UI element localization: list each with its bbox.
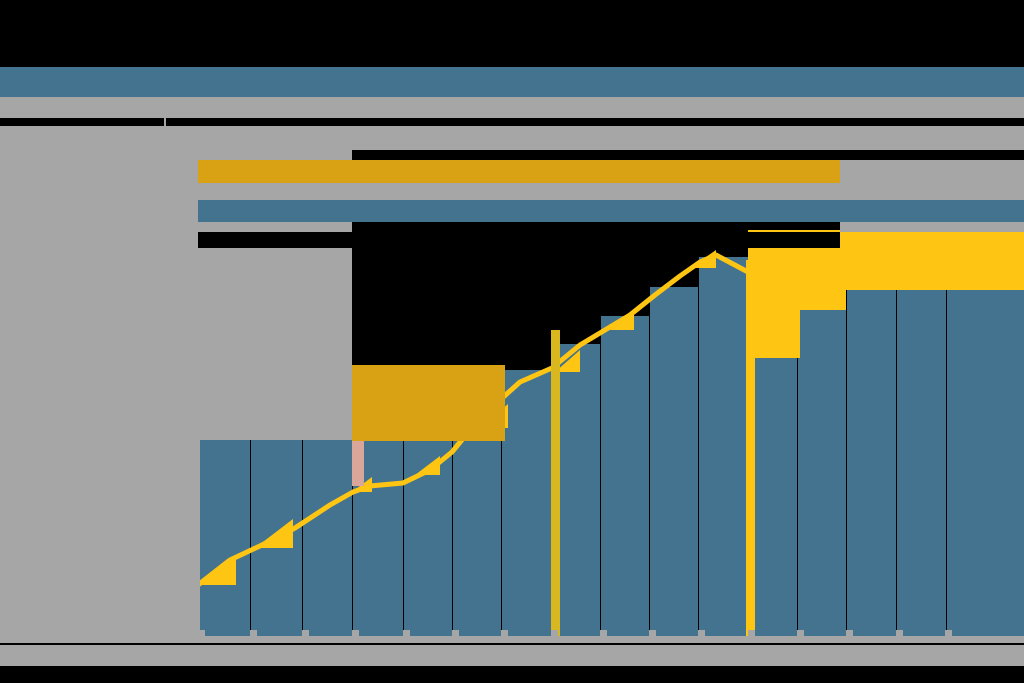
x-tick — [797, 630, 804, 638]
subtitle-text-1 — [0, 97, 1, 98]
pink-marker — [352, 441, 364, 486]
x-tick — [945, 630, 952, 638]
bar-16 — [897, 270, 946, 636]
subtitle-band-2 — [0, 126, 1024, 150]
vertical-divider-1 — [551, 330, 560, 636]
bar-11 — [650, 287, 698, 636]
x-tick — [501, 630, 508, 638]
bar-17 — [947, 270, 1024, 636]
plot-mask-yellow-3 — [800, 268, 846, 310]
x-tick — [748, 630, 755, 638]
bar-8 — [502, 370, 551, 636]
band-tick-1 — [164, 118, 166, 126]
legend-item-2[interactable] — [198, 200, 1024, 222]
vertical-divider-2 — [746, 260, 755, 636]
axis-baseline-strip — [0, 636, 1024, 644]
x-tick — [403, 630, 410, 638]
bar-3 — [251, 437, 302, 636]
bar-10 — [601, 316, 649, 636]
bar-6 — [404, 437, 452, 636]
x-tick — [352, 630, 359, 638]
legend-gap-0 — [0, 150, 198, 183]
plot-mask-yellow-4 — [846, 230, 1024, 290]
legend-gap-2 — [0, 222, 198, 248]
x-tick — [250, 630, 257, 638]
legend-row-3-filler — [840, 222, 1024, 232]
legend-gap-1 — [0, 183, 1024, 200]
x-tick — [302, 630, 309, 638]
bar-7 — [453, 417, 501, 636]
x-axis-rule-lower — [0, 643, 1024, 645]
plot-mask-yellow-2 — [755, 268, 800, 358]
bar-2 — [198, 437, 250, 636]
legend-label-3 — [198, 232, 199, 233]
tick-label-mask — [0, 645, 1024, 666]
x-tick — [452, 630, 459, 638]
title-band — [0, 67, 1024, 97]
legend-label-2 — [198, 200, 199, 201]
x-tick — [600, 630, 607, 638]
title-text — [0, 67, 1, 68]
bar-15 — [847, 289, 896, 636]
x-tick — [698, 630, 705, 638]
bar-4 — [303, 437, 352, 636]
bar-12 — [699, 257, 748, 636]
legend-row-1-filler — [840, 160, 1024, 183]
legend-item-1[interactable] — [198, 160, 840, 183]
x-tick — [551, 630, 558, 638]
x-tick — [198, 630, 205, 638]
bar-14 — [798, 310, 846, 636]
subtitle-band-1 — [0, 97, 1024, 118]
plot-mask-gold — [352, 365, 505, 441]
x-tick — [896, 630, 903, 638]
legend-item-3[interactable] — [198, 232, 840, 248]
x-tick — [649, 630, 656, 638]
subtitle-text-2 — [0, 126, 1, 127]
legend-label-1 — [198, 160, 199, 161]
x-tick — [846, 630, 853, 638]
